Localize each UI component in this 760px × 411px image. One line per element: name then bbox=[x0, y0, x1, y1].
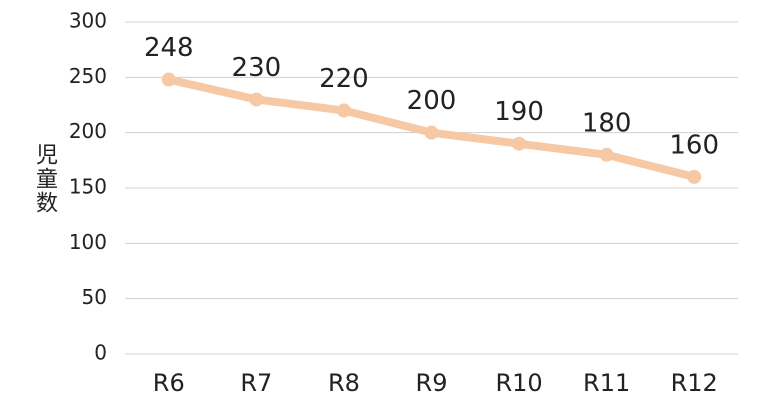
y-tick-label: 200 bbox=[69, 119, 107, 143]
x-tick-label: R6 bbox=[153, 369, 185, 397]
y-tick-label: 0 bbox=[94, 341, 107, 365]
data-label: 230 bbox=[232, 53, 282, 83]
x-tick-label: R8 bbox=[328, 369, 360, 397]
marker bbox=[687, 169, 702, 184]
marker bbox=[161, 72, 176, 87]
data-label: 160 bbox=[669, 130, 719, 160]
data-label: 248 bbox=[144, 33, 194, 63]
data-label: 190 bbox=[494, 97, 544, 127]
y-tick-label: 50 bbox=[82, 285, 107, 309]
x-tick-label: R11 bbox=[583, 369, 630, 397]
y-tick-label: 300 bbox=[69, 9, 107, 33]
marker bbox=[512, 136, 527, 151]
x-tick-label: R7 bbox=[240, 369, 272, 397]
marker bbox=[336, 103, 351, 118]
x-tick-label: R9 bbox=[416, 369, 448, 397]
marker bbox=[249, 92, 264, 107]
data-label: 200 bbox=[407, 86, 457, 116]
y-tick-label: 150 bbox=[69, 175, 107, 199]
y-axis-label: 児童数 bbox=[32, 143, 57, 215]
marker bbox=[424, 125, 439, 140]
x-tick-label: R10 bbox=[495, 369, 542, 397]
x-tick-label: R12 bbox=[671, 369, 718, 397]
y-tick-label: 250 bbox=[69, 64, 107, 88]
y-tick-label: 100 bbox=[69, 230, 107, 254]
data-label: 180 bbox=[582, 108, 632, 138]
data-label: 220 bbox=[319, 64, 369, 94]
marker bbox=[599, 147, 614, 162]
